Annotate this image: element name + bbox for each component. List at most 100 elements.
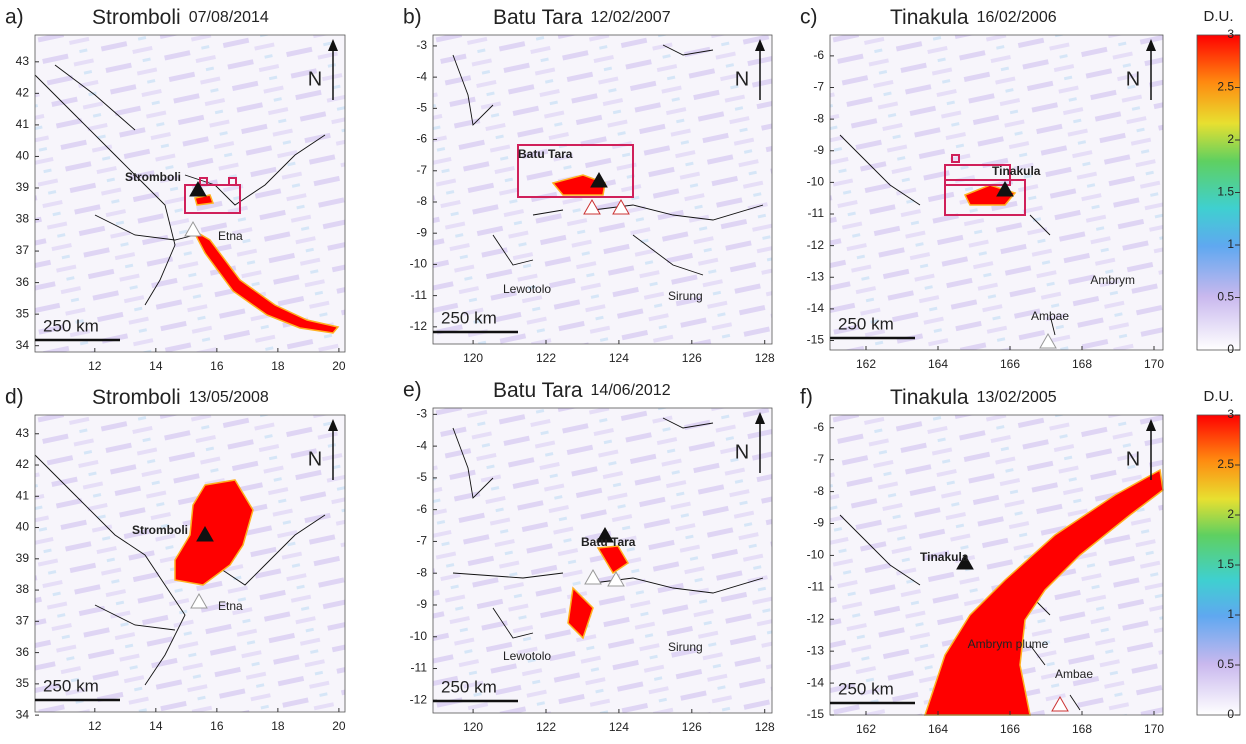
x-tick-label: 128 <box>755 720 775 734</box>
y-tick-label: 39 <box>16 180 30 194</box>
annotation: Tinakula <box>920 550 969 564</box>
annotation: Ambae <box>1055 667 1093 681</box>
y-tick-label: 37 <box>16 614 30 628</box>
figure: 121416182034353637383940414243a)Strombol… <box>0 0 1246 744</box>
north-label: N <box>308 448 322 470</box>
y-tick-label: -9 <box>813 143 824 157</box>
colorbar-tick-label: 0 <box>1227 707 1234 721</box>
x-tick-label: 16 <box>210 359 224 373</box>
y-tick-label: -14 <box>807 675 825 689</box>
annotation: Sirung <box>668 640 703 654</box>
colorbar-tick-label: 2.5 <box>1217 80 1234 94</box>
volcano-name: Batu Tara <box>493 379 583 402</box>
x-tick-label: 162 <box>856 722 876 736</box>
scale-label: 250 km <box>838 314 894 333</box>
annotation: Lewotolo <box>503 282 551 296</box>
annotation: Ambrym <box>1090 273 1135 287</box>
volcano-name: Stromboli <box>92 386 181 409</box>
y-tick-label: 43 <box>16 54 30 68</box>
y-tick-label: 40 <box>16 520 30 534</box>
colorbar-tick-label: 0.5 <box>1217 290 1234 304</box>
colorbar-tick-label: 1 <box>1227 237 1234 251</box>
y-tick-label: -7 <box>813 80 824 94</box>
x-tick-label: 124 <box>609 720 629 734</box>
y-tick-label: -12 <box>410 692 428 706</box>
annotation: Tinakula <box>992 164 1041 178</box>
y-tick-label: -6 <box>813 420 824 434</box>
y-tick-label: 34 <box>16 338 30 352</box>
y-tick-label: -11 <box>808 206 825 220</box>
y-tick-label: -15 <box>807 707 825 721</box>
panel-title: Batu Tara 12/02/2007 <box>493 6 671 29</box>
north-label: N <box>308 68 322 90</box>
y-tick-label: 41 <box>16 488 30 502</box>
colorbar-tick-label: 1 <box>1227 607 1234 621</box>
colorbar-tick-label: 0 <box>1227 342 1234 356</box>
annotation: Stromboli <box>132 523 188 537</box>
colorbar-tick-label: 3 <box>1227 407 1234 421</box>
annotation: Ambrym plume <box>968 637 1049 651</box>
colorbar-unit: D.U. <box>1204 388 1234 405</box>
y-tick-label: -10 <box>410 629 428 643</box>
y-tick-label: -10 <box>807 548 825 562</box>
map-panel: 162164166168170-6-7-8-9-10-11-12-13-14-1… <box>800 386 1164 737</box>
y-tick-label: -5 <box>416 101 427 115</box>
x-tick-label: 20 <box>332 359 346 373</box>
map-panel: 121416182034353637383940414243a)Strombol… <box>5 6 346 374</box>
y-tick-label: -10 <box>807 175 825 189</box>
y-tick-label: 42 <box>16 457 30 471</box>
annotation: Lewotolo <box>503 649 551 663</box>
y-tick-label: -14 <box>807 301 825 315</box>
scale-label: 250 km <box>43 316 99 335</box>
x-tick-label: 120 <box>463 720 483 734</box>
date: 12/02/2007 <box>591 9 671 26</box>
y-tick-label: -7 <box>416 534 427 548</box>
colorbar-tick-label: 1.5 <box>1217 557 1234 571</box>
north-label: N <box>1126 448 1140 470</box>
x-tick-label: 124 <box>609 351 629 365</box>
y-tick-label: -15 <box>807 333 825 347</box>
y-tick-label: 41 <box>16 117 30 131</box>
volcano-name: Batu Tara <box>493 6 583 29</box>
y-tick-label: -8 <box>416 565 427 579</box>
north-label: N <box>1126 68 1140 90</box>
x-tick-label: 168 <box>1072 722 1092 736</box>
map-background <box>35 35 345 352</box>
y-tick-label: -5 <box>416 470 427 484</box>
date: 13/02/2005 <box>977 389 1057 406</box>
y-tick-label: -6 <box>416 502 427 516</box>
volcano-name: Stromboli <box>92 6 181 29</box>
x-tick-label: 162 <box>856 357 876 371</box>
x-tick-label: 20 <box>332 719 346 733</box>
date: 16/02/2006 <box>977 9 1057 26</box>
x-tick-label: 16 <box>210 719 224 733</box>
x-tick-label: 168 <box>1072 357 1092 371</box>
x-tick-label: 166 <box>1000 357 1020 371</box>
y-tick-label: -12 <box>410 319 428 333</box>
y-tick-label: -13 <box>807 643 825 657</box>
annotation: Ambae <box>1031 309 1069 323</box>
x-tick-label: 170 <box>1144 357 1164 371</box>
y-tick-label: -3 <box>416 38 427 52</box>
y-tick-label: -12 <box>807 611 825 625</box>
x-tick-label: 14 <box>149 359 163 373</box>
x-tick-label: 12 <box>88 719 102 733</box>
scale-label: 250 km <box>441 308 497 327</box>
panel-letter: c) <box>800 6 818 29</box>
x-tick-label: 122 <box>536 720 556 734</box>
x-tick-label: 18 <box>271 719 285 733</box>
y-tick-label: 42 <box>16 86 30 100</box>
y-tick-label: -11 <box>411 288 428 302</box>
y-tick-label: 39 <box>16 551 30 565</box>
annotation: Etna <box>218 599 243 613</box>
map-panel: 162164166168170-6-7-8-9-10-11-12-13-14-1… <box>800 6 1164 372</box>
panel-title: Stromboli07/08/2014 <box>92 6 269 29</box>
annotation: Batu Tara <box>518 147 573 161</box>
scale-label: 250 km <box>43 676 99 695</box>
north-label: N <box>735 441 749 463</box>
x-tick-label: 164 <box>928 357 948 371</box>
annotation: Batu Tara <box>581 535 636 549</box>
